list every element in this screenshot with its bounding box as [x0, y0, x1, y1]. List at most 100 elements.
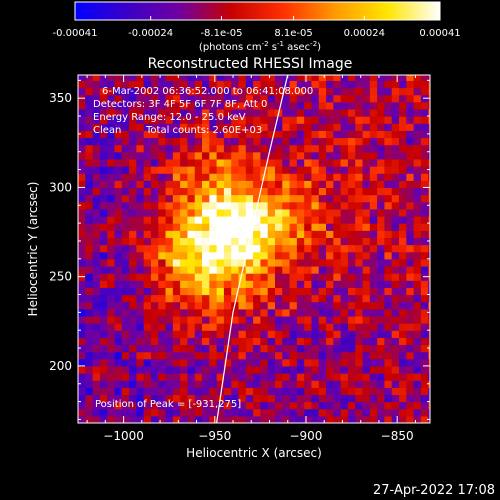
x-axis-tick-label: −1000: [103, 429, 144, 443]
heatmap-cell: [384, 101, 393, 110]
heatmap-cell: [362, 87, 371, 96]
heatmap-cell: [78, 380, 86, 388]
heatmap-cell: [289, 401, 298, 410]
heatmap-cell: [253, 373, 261, 381]
heatmap-cell: [216, 401, 225, 410]
heatmap-cell: [114, 230, 123, 238]
heatmap-cell: [289, 301, 298, 310]
heatmap-cell: [406, 180, 415, 189]
heatmap-cell: [187, 215, 196, 224]
heatmap-cell: [318, 330, 327, 338]
heatmap-cell: [326, 230, 334, 238]
heatmap-cell: [326, 251, 334, 260]
heatmap-cell: [99, 373, 108, 381]
heatmap-cell: [398, 351, 407, 360]
heatmap-cell: [253, 415, 261, 423]
heatmap-cell: [406, 337, 415, 346]
heatmap-cell: [202, 244, 210, 253]
heatmap-cell: [129, 137, 137, 146]
heatmap-cell: [326, 358, 334, 367]
heatmap-cell: [413, 151, 422, 160]
heatmap-cell: [384, 187, 393, 196]
heatmap-cell: [377, 215, 386, 224]
heatmap-cell: [165, 380, 174, 388]
heatmap-cell: [121, 237, 130, 246]
heatmap-cell: [355, 173, 364, 181]
heatmap-cell: [238, 394, 247, 403]
heatmap-cell: [114, 308, 123, 317]
heatmap-cell: [209, 251, 218, 260]
heatmap-cell: [260, 75, 269, 81]
heatmap-cell: [143, 87, 152, 96]
heatmap-cell: [216, 108, 225, 117]
heatmap-cell: [245, 94, 254, 103]
heatmap-cell: [121, 158, 130, 167]
heatmap-cell: [216, 373, 225, 381]
heatmap-cell: [165, 87, 174, 96]
heatmap-cell: [420, 208, 429, 217]
heatmap-cell: [245, 323, 254, 331]
heatmap-cell: [362, 344, 371, 353]
heatmap-cell: [333, 394, 342, 403]
heatmap-cell: [158, 130, 167, 139]
heatmap-cell: [274, 173, 283, 181]
heatmap-cell: [245, 87, 254, 96]
heatmap-cell: [194, 208, 203, 217]
heatmap-cell: [391, 158, 400, 167]
heatmap-cell: [143, 323, 152, 331]
heatmap-cell: [107, 315, 116, 324]
heatmap-cell: [238, 408, 247, 417]
heatmap-cell: [85, 116, 94, 124]
heatmap-cell: [187, 337, 196, 346]
heatmap-cell: [289, 173, 298, 181]
heatmap-cell: [202, 280, 210, 288]
heatmap-cell: [267, 294, 276, 303]
heatmap-cell: [92, 187, 101, 196]
heatmap-cell: [172, 137, 181, 146]
heatmap-cell: [398, 337, 407, 346]
heatmap-cell: [238, 258, 247, 267]
heatmap-cell: [311, 137, 320, 146]
heatmap-cell: [150, 101, 159, 110]
heatmap-cell: [194, 230, 203, 238]
heatmap-cell: [150, 358, 159, 367]
heatmap-cell: [231, 87, 240, 96]
heatmap-cell: [78, 265, 86, 274]
heatmap-cell: [267, 394, 276, 403]
y-axis-tick-label: 300: [49, 180, 72, 194]
colorbar: -0.00041 -0.00024 -8.1e-05 8.1e-05 0.00024 0.…: [53, 1, 461, 53]
heatmap-cell: [209, 323, 218, 331]
heatmap-cell: [231, 94, 240, 103]
heatmap-cell: [260, 280, 269, 288]
heatmap-cell: [369, 166, 378, 174]
heatmap-cell: [99, 358, 108, 367]
heatmap-cell: [245, 273, 254, 281]
heatmap-cell: [377, 166, 386, 174]
heatmap-cell: [136, 373, 145, 381]
heatmap-cell: [85, 237, 94, 246]
heatmap-cell: [121, 344, 130, 353]
x-axis-tick-label: −950: [198, 429, 231, 443]
heatmap-cell: [428, 294, 430, 303]
heatmap-cell: [369, 251, 378, 260]
heatmap-cell: [85, 201, 94, 210]
heatmap-cell: [150, 223, 159, 231]
heatmap-cell: [391, 123, 400, 131]
heatmap-cell: [180, 301, 189, 310]
heatmap-cell: [150, 365, 159, 374]
heatmap-cell: [216, 315, 225, 324]
heatmap-cell: [289, 180, 298, 189]
heatmap-cell: [150, 187, 159, 196]
heatmap-cell: [406, 251, 415, 260]
heatmap-cell: [384, 75, 393, 81]
heatmap-cell: [384, 180, 393, 189]
heatmap-cell: [114, 158, 123, 167]
heatmap-cell: [165, 401, 174, 410]
heatmap-cell: [180, 144, 189, 153]
heatmap-cell: [311, 415, 320, 423]
heatmap-cell: [107, 87, 116, 96]
heatmap-cell: [99, 123, 108, 131]
heatmap-cell: [245, 75, 254, 81]
heatmap-cell: [150, 130, 159, 139]
heatmap-cell: [143, 215, 152, 224]
